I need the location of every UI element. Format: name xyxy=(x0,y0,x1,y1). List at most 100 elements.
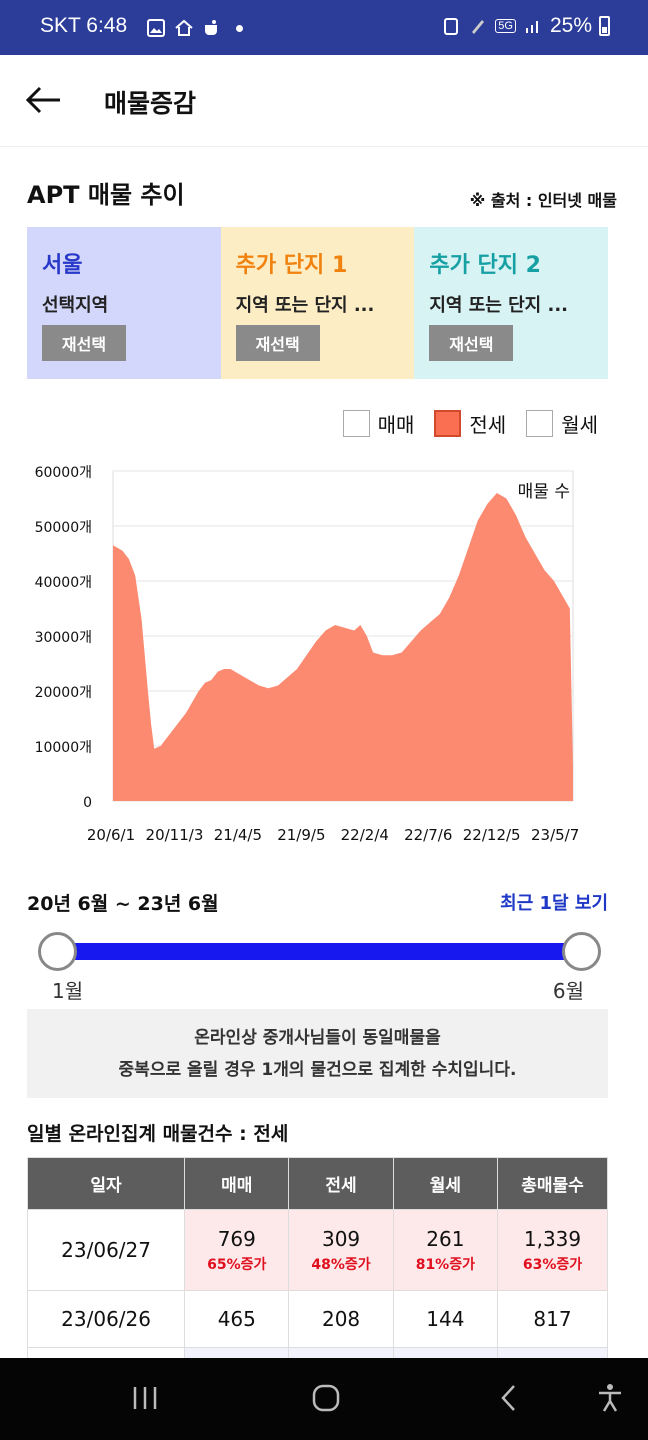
cell-value: 261 xyxy=(426,1226,465,1251)
change-pct: 48%증가 xyxy=(311,1256,371,1273)
recent-month-button[interactable]: 최근 1달 보기 xyxy=(500,893,608,914)
back-arrow-icon[interactable] xyxy=(24,83,64,117)
change-pct: 63%증가 xyxy=(522,1256,583,1273)
col-header: 전세 xyxy=(288,1157,394,1210)
legend-label: 매매 xyxy=(377,413,415,437)
checkbox-icon[interactable] xyxy=(342,410,370,437)
cell-value: 309 xyxy=(321,1226,361,1251)
system-nav-bar xyxy=(0,1358,648,1440)
x-tick-label: 21/4/5 xyxy=(214,826,262,844)
notification-dot-icon xyxy=(236,24,243,32)
reselect-button[interactable]: 재선택 xyxy=(42,325,126,361)
chart-legend: 매매 전세 월세 xyxy=(333,409,598,438)
y-tick-label: 40000개 xyxy=(35,575,92,591)
recent-apps-icon[interactable] xyxy=(130,1383,160,1413)
signal-icon xyxy=(525,21,538,33)
pen-icon xyxy=(472,20,485,34)
home-app-icon xyxy=(175,19,193,36)
back-icon[interactable] xyxy=(495,1383,525,1413)
slider-max-label: 6월 xyxy=(552,979,584,1003)
y-tick-label: 60000개 xyxy=(35,465,92,481)
value-cell: 817 xyxy=(496,1290,609,1348)
table-row: 23/06/26 465 208 144 817 xyxy=(26,1290,609,1348)
legend-monthly[interactable]: 월세 xyxy=(526,409,598,438)
col-header: 매매 xyxy=(184,1157,290,1210)
recycle-icon xyxy=(444,18,459,35)
region-cards: 서울 선택지역 재선택 추가 단지 1 지역 또는 단지 ... 재선택 추가 … xyxy=(27,227,609,379)
battery-percent: 25% xyxy=(549,14,592,37)
y-tick-label: 20000개 xyxy=(35,685,92,701)
notice-box: 온라인상 중개사님들이 동일매물을 중복으로 올릴 경우 1개의 물건으로 집계… xyxy=(27,1009,608,1098)
x-tick-label: 22/2/4 xyxy=(341,826,389,844)
slider-track[interactable] xyxy=(57,943,582,960)
value-cell: 1,339 63%증가 xyxy=(496,1209,609,1291)
value-cell: 769 65%증가 xyxy=(184,1209,290,1291)
period-slider[interactable] xyxy=(38,932,601,972)
gallery-icon xyxy=(147,19,165,37)
y-tick-label: 0 xyxy=(83,795,92,811)
cell-value: 769 xyxy=(217,1226,256,1251)
value-cell: 208 xyxy=(288,1290,394,1348)
col-header: 월세 xyxy=(392,1157,498,1210)
value-cell: 309 48%증가 xyxy=(288,1209,394,1291)
slider-start-handle[interactable] xyxy=(38,932,77,971)
y-tick-label: 50000개 xyxy=(35,520,92,536)
value-cell: 144 xyxy=(392,1290,498,1348)
region-subtitle: 지역 또는 단지 ... xyxy=(429,295,569,316)
source-note: ※ 출처 : 인터넷 매물 xyxy=(469,191,617,210)
home-icon[interactable] xyxy=(311,1383,341,1413)
legend-sale[interactable]: 매매 xyxy=(342,409,415,438)
slider-min-label: 1월 xyxy=(52,979,84,1003)
listing-trend-chart: 0 10000개 20000개 30000개 40000개 50000개 60000개 20/… xyxy=(35,465,580,844)
region-card-extra-2[interactable]: 추가 단지 2 지역 또는 단지 ... 재선택 xyxy=(414,227,609,379)
status-time: SKT 6:48 xyxy=(40,14,128,37)
series-area-jeonse xyxy=(113,493,573,801)
col-header: 총매물수 xyxy=(496,1157,609,1210)
page-title: 매물증감 xyxy=(104,89,197,118)
x-tick-label: 23/5/7 xyxy=(531,826,579,844)
chart-annotation: 매물 수 xyxy=(518,482,570,502)
x-tick-label: 22/7/6 xyxy=(404,826,452,844)
slider-end-handle[interactable] xyxy=(562,932,601,971)
change-pct: 65%증가 xyxy=(207,1256,267,1273)
section-title: APT 매물 추이 xyxy=(27,181,185,209)
reselect-button[interactable]: 재선택 xyxy=(429,325,514,361)
legend-label: 월세 xyxy=(561,413,598,437)
notice-line: 온라인상 중개사님들이 동일매물을 xyxy=(194,1028,441,1048)
coffee-icon xyxy=(205,20,217,35)
daily-listing-table: 일자 매매 전세 월세 총매물수 23/06/27 769 65%증가 309 48… xyxy=(26,1157,609,1368)
x-tick-label: 20/6/1 xyxy=(87,826,135,844)
legend-label: 전세 xyxy=(469,413,507,437)
value-cell: 465 xyxy=(184,1290,290,1348)
col-header: 일자 xyxy=(26,1157,186,1210)
region-subtitle: 지역 또는 단지 ... xyxy=(235,295,375,316)
battery-icon xyxy=(599,16,610,36)
range-label: 20년 6월 ~ 23년 6월 xyxy=(27,893,219,915)
status-bar: SKT 6:48 5G 25% xyxy=(0,0,648,55)
network-badge: 5G xyxy=(495,19,516,33)
region-subtitle: 선택지역 xyxy=(42,295,109,316)
value-cell: 261 81%증가 xyxy=(392,1209,498,1291)
reselect-button[interactable]: 재선택 xyxy=(235,325,320,361)
region-name: 추가 단지 2 xyxy=(429,253,541,278)
date-cell: 23/06/27 xyxy=(26,1209,186,1291)
table-title: 일별 온라인집계 매물건수 : 전세 xyxy=(27,1123,289,1145)
region-card-extra-1[interactable]: 추가 단지 1 지역 또는 단지 ... 재선택 xyxy=(220,227,415,379)
checkbox-icon[interactable] xyxy=(434,410,462,437)
region-name: 서울 xyxy=(42,253,83,278)
accessibility-icon[interactable] xyxy=(595,1383,625,1413)
x-tick-label: 22/12/5 xyxy=(463,826,521,844)
notice-line: 중복으로 올릴 경우 1개의 물건으로 집계한 수치입니다. xyxy=(118,1060,517,1080)
checkbox-icon[interactable] xyxy=(526,410,554,437)
cell-value: 1,339 xyxy=(523,1226,582,1251)
y-tick-label: 10000개 xyxy=(35,740,92,756)
date-cell: 23/06/26 xyxy=(26,1290,186,1348)
region-card-seoul[interactable]: 서울 선택지역 재선택 xyxy=(27,227,221,379)
x-tick-label: 20/11/3 xyxy=(146,826,204,844)
y-tick-label: 30000개 xyxy=(35,630,92,646)
region-name: 추가 단지 1 xyxy=(235,253,348,278)
legend-jeonse[interactable]: 전세 xyxy=(434,409,506,438)
change-pct: 81%증가 xyxy=(415,1256,475,1273)
table-row: 23/06/27 769 65%증가 309 48%증가 261 81%증가 1,33… xyxy=(26,1209,609,1291)
x-tick-label: 21/9/5 xyxy=(277,826,325,844)
